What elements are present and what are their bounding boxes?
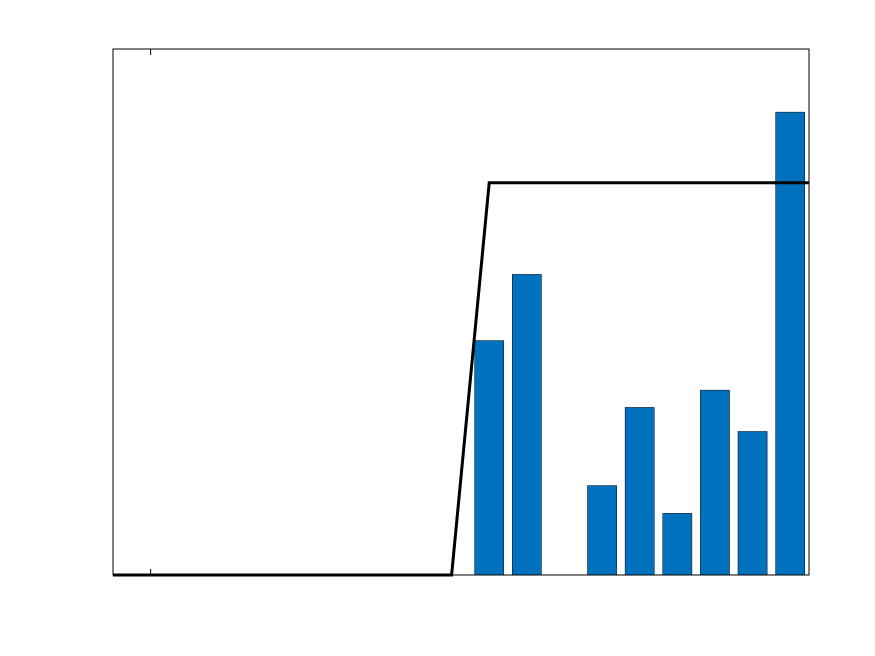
- dual-axis-chart: [0, 0, 875, 656]
- bar: [663, 513, 692, 575]
- bar: [512, 274, 541, 575]
- bar: [475, 341, 504, 575]
- bar: [738, 431, 767, 575]
- bar: [625, 407, 654, 575]
- bar: [700, 390, 729, 575]
- bar: [588, 486, 617, 575]
